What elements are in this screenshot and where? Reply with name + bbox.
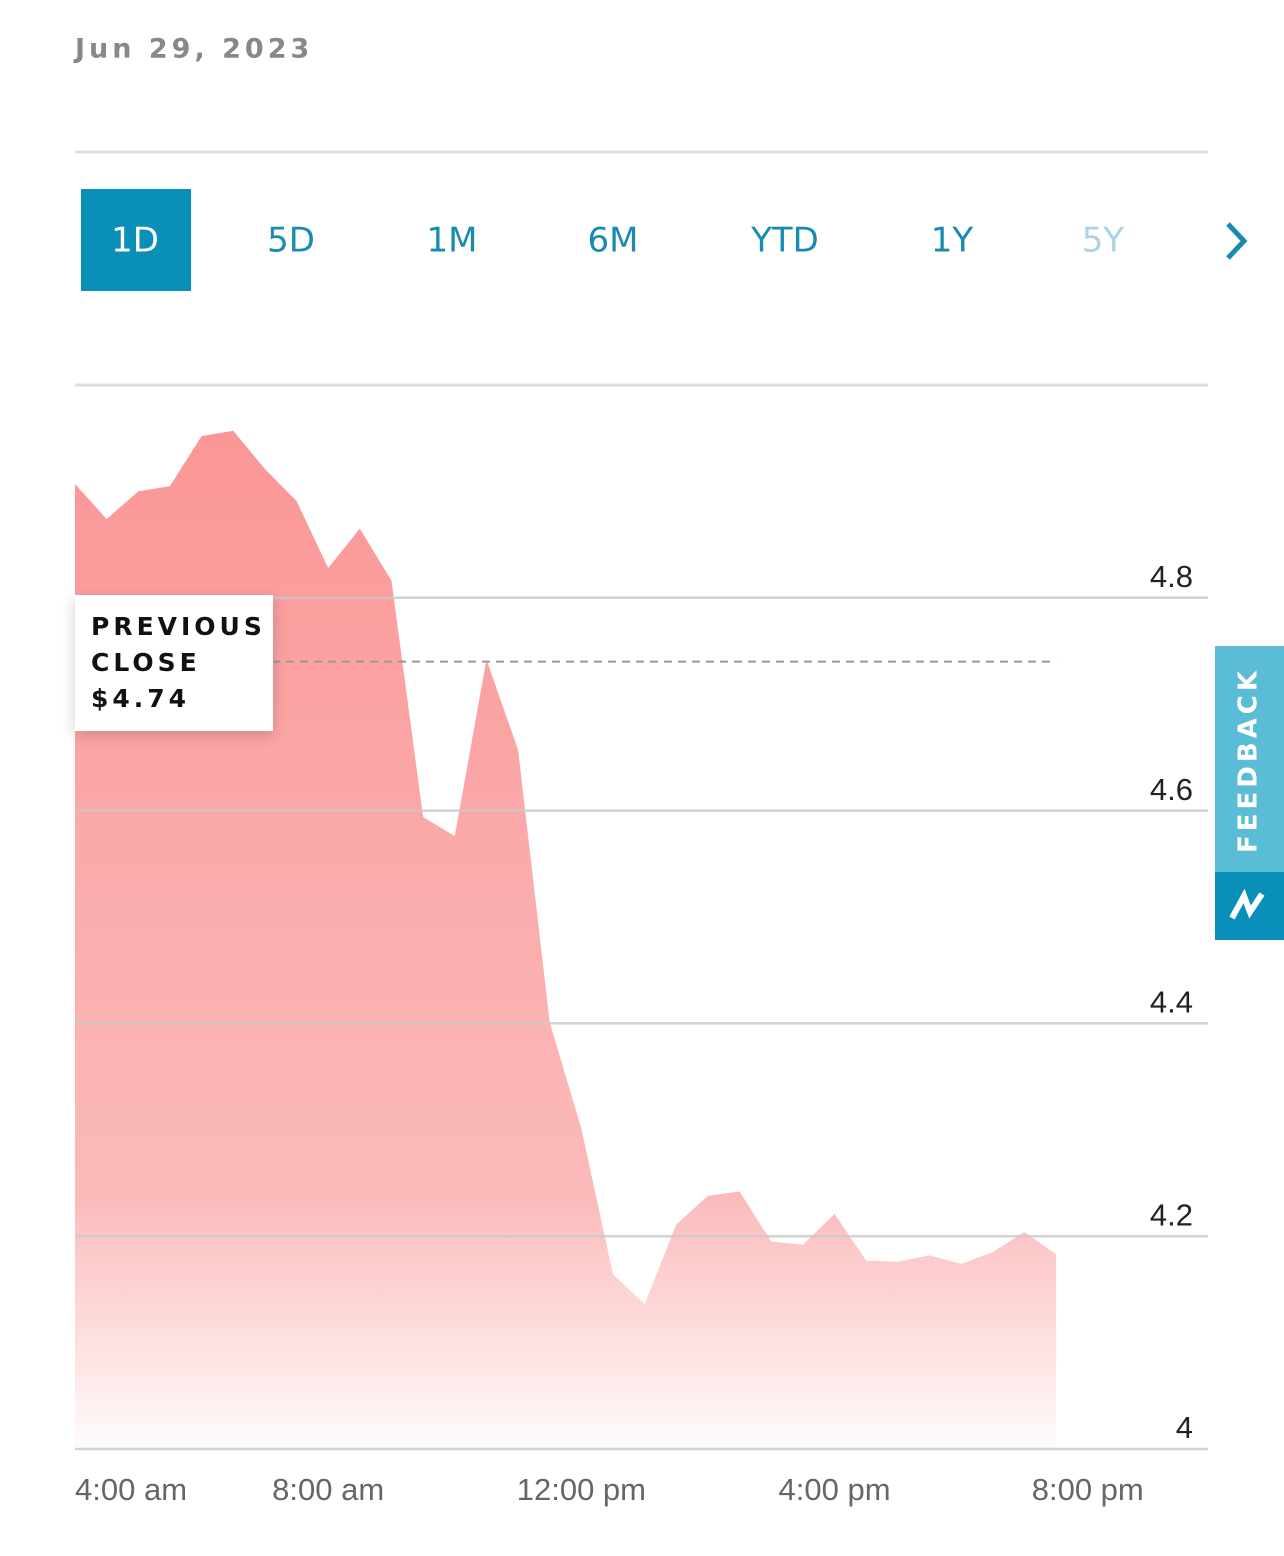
y-tick-label: 4.6	[1150, 772, 1193, 807]
tooltip-label: PREVIOUS CLOSE	[91, 611, 266, 677]
feedback-icon	[1229, 888, 1265, 920]
price-area	[75, 430, 1057, 1449]
y-tick-label: 4.2	[1150, 1197, 1193, 1232]
y-tick-label: 4.8	[1150, 559, 1193, 594]
active-tab-bg	[81, 189, 191, 291]
range-tab[interactable]: YTD	[750, 221, 819, 261]
tooltip-value: $4.74	[91, 683, 191, 713]
range-tab[interactable]: 1D	[111, 221, 159, 261]
y-tick-label: 4.4	[1150, 985, 1193, 1020]
range-tab[interactable]: 5D	[267, 221, 315, 261]
feedback-label: FEEDBACK	[1234, 667, 1264, 853]
x-tick-label: 4:00 am	[75, 1472, 187, 1507]
range-tab[interactable]: 1Y	[931, 221, 974, 261]
range-tab[interactable]: 6M	[588, 221, 639, 261]
previous-close-tooltip: PREVIOUS CLOSE $4.74	[75, 594, 273, 731]
x-tick-label: 12:00 pm	[517, 1472, 646, 1507]
range-tab[interactable]: 1M	[427, 221, 478, 261]
date: Jun 29, 2023	[73, 34, 313, 65]
x-tick-label: 8:00 pm	[1032, 1472, 1144, 1507]
x-tick-label: 8:00 am	[272, 1472, 384, 1507]
feedback-tab[interactable]: FEEDBACK	[1215, 646, 1284, 940]
range-tab[interactable]: 5Y	[1082, 221, 1125, 261]
x-tick-label: 4:00 pm	[779, 1472, 891, 1507]
feedback-bg	[1215, 646, 1284, 872]
next-arrow[interactable]	[1226, 222, 1248, 260]
y-tick-label: 4	[1176, 1410, 1193, 1445]
